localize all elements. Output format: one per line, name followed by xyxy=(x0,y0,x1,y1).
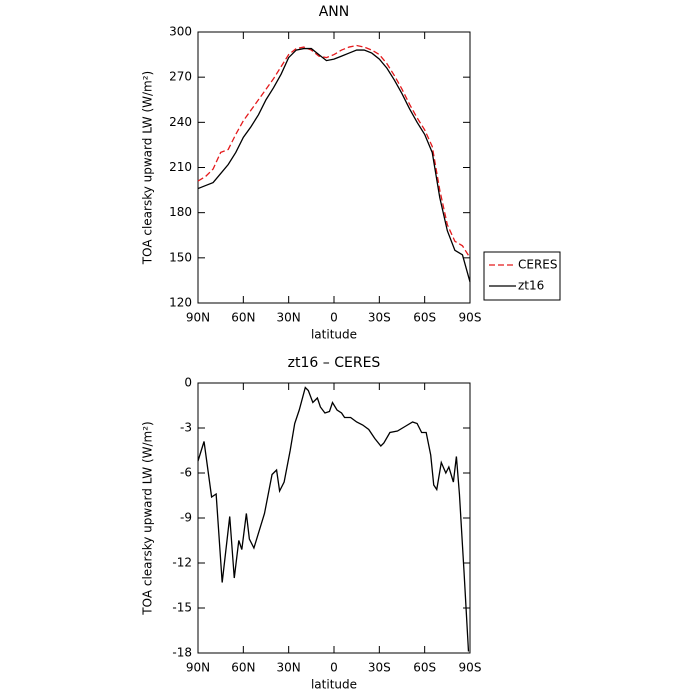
y-tick-label: 270 xyxy=(169,70,192,84)
x-tick-label: 0 xyxy=(330,661,338,675)
y-tick-label: -6 xyxy=(180,466,192,480)
x-tick-label: 90S xyxy=(459,661,482,675)
y-axis-label: TOA clearsky upward LW (W/m²) xyxy=(141,421,155,615)
y-tick-label: -15 xyxy=(172,601,192,615)
x-tick-label: 60S xyxy=(413,311,436,325)
series-line xyxy=(197,386,470,652)
plot-frame xyxy=(197,31,471,304)
chart-title: ANN xyxy=(319,4,350,20)
y-axis-label: TOA clearsky upward LW (W/m²) xyxy=(141,71,155,265)
chart-title: zt16 – CERES xyxy=(288,355,381,371)
y-tick-label: 120 xyxy=(169,296,192,310)
x-tick-label: 60S xyxy=(413,661,436,675)
x-tick-label: 30N xyxy=(277,661,301,675)
x-tick-label: 0 xyxy=(330,311,338,325)
y-tick-label: 210 xyxy=(169,160,192,174)
x-tick-label: 90N xyxy=(186,661,210,675)
y-tick-label: 150 xyxy=(169,250,192,264)
y-tick-label: 180 xyxy=(169,205,192,219)
x-tick-label: 90N xyxy=(186,311,210,325)
y-tick-label: 300 xyxy=(169,25,192,39)
legend-label: zt16 xyxy=(518,279,544,293)
x-tick-label: 60N xyxy=(231,661,255,675)
x-tick-label: 30S xyxy=(368,311,391,325)
series-line xyxy=(197,47,471,283)
series-line xyxy=(197,44,471,259)
x-tick-label: 90S xyxy=(459,311,482,325)
legend-box xyxy=(483,251,561,301)
y-tick-label: 240 xyxy=(169,115,192,129)
x-axis-label: latitude xyxy=(311,328,357,342)
y-tick-label: -9 xyxy=(180,511,192,525)
plot-frame xyxy=(197,382,471,654)
y-tick-label: -18 xyxy=(172,646,192,660)
x-tick-label: 30S xyxy=(368,661,391,675)
x-tick-label: 30N xyxy=(277,311,301,325)
y-tick-label: -3 xyxy=(180,421,192,435)
y-tick-label: -12 xyxy=(172,556,192,570)
x-axis-label: latitude xyxy=(311,678,357,692)
y-tick-label: 0 xyxy=(184,376,192,390)
legend-label: CERES xyxy=(518,258,558,272)
x-tick-label: 60N xyxy=(231,311,255,325)
